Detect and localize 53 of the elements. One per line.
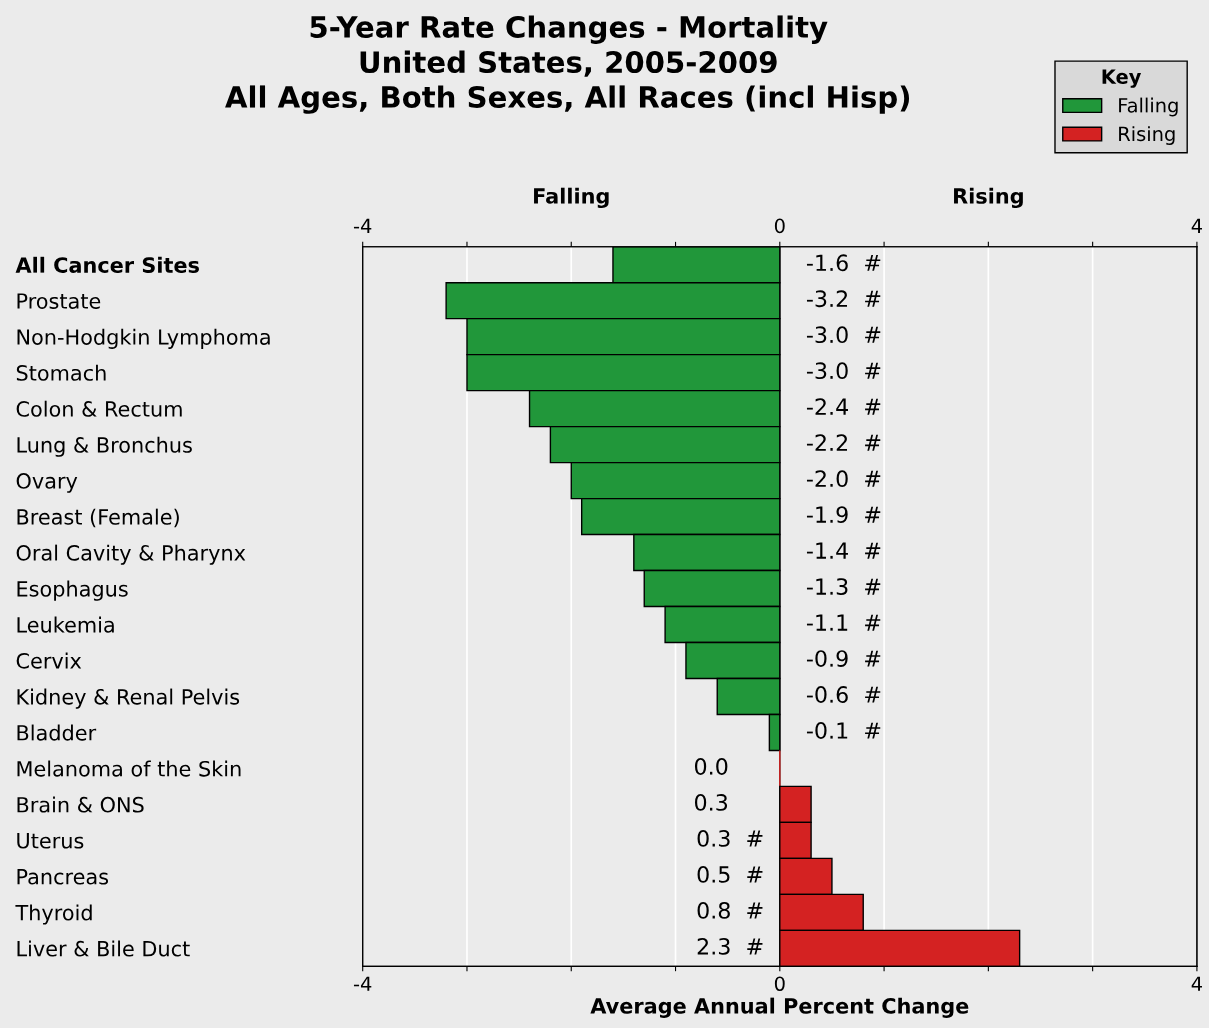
data-label: -3.0 # [806,326,881,344]
y-tick-label: Melanoma of the Skin [17,760,241,777]
x2-tick-label: 4 [1191,218,1203,233]
y-tick-label: All Cancer Sites [15,256,199,273]
y-tick-label: Uterus [17,833,84,849]
y-tick-label: Bladder [17,724,97,741]
data-label: -1.9 # [806,506,881,524]
x-axis-title: Average Annual Percent Change [590,997,969,1018]
y-tick-label: Pancreas [17,869,109,885]
legend-label: Rising [1119,126,1175,145]
data-label: -1.4 # [806,542,881,559]
data-label: 0.3 # [697,830,763,847]
data-label: -1.1 # [806,614,881,631]
y-tick-label: Kidney & Renal Pelvis [17,688,240,709]
data-label: 2.3 # [697,937,763,955]
chart-title: 5-Year Rate Changes - Mortality United States, 2005-2009 All Ages, Both Sexes, All Races (incl Hisp) [225,15,910,114]
data-label: -2.0 # [806,470,881,488]
y-tick-label: Brain & ONS [17,796,144,813]
text: Falling [534,187,609,209]
x2-tick-label: 0 [774,218,785,234]
data-label: -0.9 # [806,650,881,667]
data-label: -3.0 # [806,362,881,380]
data-label: -2.2 # [806,434,881,451]
data-label: -0.1 # [806,722,881,739]
y-tick-label: Ovary [16,473,78,493]
y-tick-label: Oral Cavity & Pharynx [16,544,246,565]
y-tick-label: Leukemia [17,616,114,633]
data-label: -1.3 # [806,578,881,595]
data-label: -0.6 # [806,686,881,703]
x-tick-label: 4 [1191,976,1203,991]
y-tick-label: Esophagus [17,580,128,601]
y-tick-label: Prostate [17,293,101,309]
x-tick-label: 0 [774,976,785,992]
data-label: -1.6 # [806,254,881,272]
data-label: -3.2 # [806,290,881,308]
data-label: 0.0 [694,758,728,775]
y-tick-label: Lung & Bronchus [17,436,192,457]
y-tick-label: Cervix [16,652,82,669]
legend-title: Key [1102,69,1142,88]
data-label: 0.5 # [697,866,763,883]
y-tick-label: Non-Hodgkin Lymphoma [17,328,270,349]
x-tick-label: -4 [353,976,372,991]
text: Rising [954,187,1023,209]
y-tick-label: Thyroid [15,904,92,925]
data-label: -2.4 # [806,398,881,415]
y-tick-label: Colon & Rectum [16,400,182,417]
y-tick-label: Breast (Female) [17,508,179,528]
y-tick-label: Stomach [16,364,106,381]
x2-tick-label: -4 [353,218,372,233]
data-label: 0.8 # [697,901,763,919]
legend-label: Falling [1119,97,1178,117]
y-tick-label: Liver & Bile Duct [17,940,190,957]
data-label: 0.3 [694,794,728,811]
